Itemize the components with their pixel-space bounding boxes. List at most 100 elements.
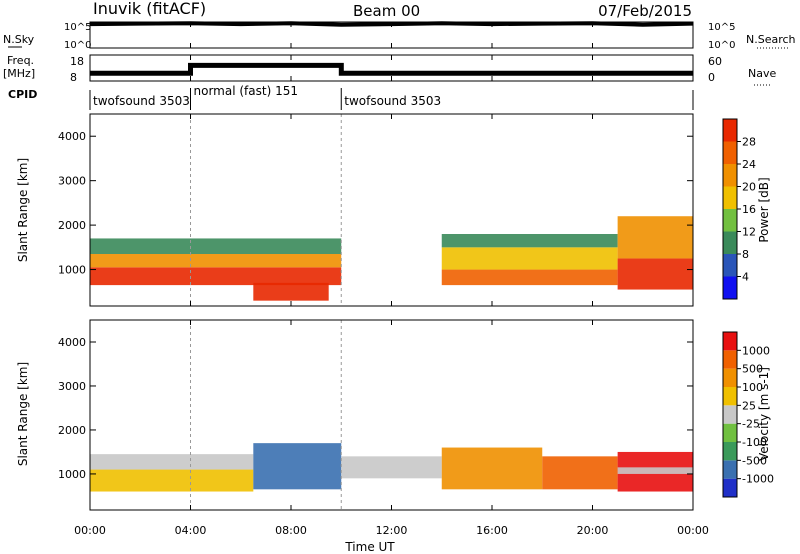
velocity-y-label: Slant Range [km]	[16, 362, 30, 466]
colorbar-segment	[723, 405, 737, 424]
colorbar-tick-label: 100	[742, 381, 763, 394]
colorbar-segment	[723, 276, 737, 299]
colorbar-tick-label: -25	[742, 418, 760, 431]
colorbar-segment	[723, 119, 737, 142]
colorbar-tick-label: 4	[742, 271, 749, 284]
freq-tick-bottom: 8	[70, 71, 77, 84]
y-tick-label: 4000	[58, 336, 86, 349]
colorbar-segment	[723, 254, 737, 277]
data-band	[441, 247, 618, 270]
colorbar-segment	[723, 478, 737, 497]
colorbar-tick-label: 20	[742, 181, 756, 194]
velocity-heatmap	[90, 320, 693, 510]
x-tick-label: 16:00	[476, 524, 508, 537]
noise-tick-bottom-left: 10^0	[64, 40, 91, 51]
data-band	[441, 269, 618, 286]
x-tick-label: 08:00	[275, 524, 307, 537]
x-tick-label: 20:00	[577, 524, 609, 537]
nave-tick-bottom: 0	[708, 71, 715, 84]
data-band	[341, 456, 442, 479]
y-tick-label: 1000	[58, 468, 86, 481]
cpid-row: CPID twofsound 3503 normal (fast) 151 twof…	[8, 84, 694, 110]
y-tick-label: 3000	[58, 175, 86, 188]
x-tick-label: 12:00	[376, 524, 408, 537]
colorbar-segment	[723, 460, 737, 479]
colorbar-segment	[723, 164, 737, 187]
freq-panel: Freq. [MHz] 18 8 60 0 Nave	[3, 54, 776, 86]
power-scale-label: Power [dB]	[757, 177, 771, 242]
data-band	[441, 234, 618, 248]
cpid-segment-label: normal (fast) 151	[194, 84, 298, 98]
data-band	[90, 238, 342, 254]
data-band	[90, 469, 254, 492]
cpid-label: CPID	[8, 88, 37, 101]
nsearch-label: N.Search	[746, 33, 796, 46]
power-heatmap	[90, 114, 693, 306]
data-band	[253, 443, 342, 490]
colorbar-frame	[722, 331, 738, 498]
colorbar-segment	[723, 332, 737, 351]
data-band	[90, 267, 342, 286]
cpid-segment-label: twofsound 3503	[344, 94, 441, 108]
colorbar-tick-label: 24	[742, 158, 756, 171]
velocity-y-ticks: 1000 2000 3000 4000	[58, 336, 693, 481]
nave-tick-top: 60	[708, 55, 722, 68]
freq-label: Freq.	[7, 54, 34, 67]
colorbar-segment	[723, 423, 737, 442]
colorbar-tick-label: -100	[742, 436, 767, 449]
colorbar-segment	[723, 350, 737, 369]
x-axis-label: Time UT	[344, 540, 395, 554]
colorbar-segment	[723, 141, 737, 164]
nsky-label: N.Sky	[3, 33, 35, 46]
power-y-ticks: 1000 2000 3000 4000	[58, 130, 693, 277]
freq-trace	[90, 62, 693, 76]
colorbar-tick-label: 16	[742, 203, 756, 216]
power-y-label: Slant Range [km]	[16, 158, 30, 262]
x-tick-label: 00:00	[74, 524, 106, 537]
colorbar-segment	[723, 231, 737, 254]
data-band	[617, 467, 693, 474]
y-tick-label: 2000	[58, 219, 86, 232]
data-band	[253, 282, 329, 301]
nave-label: Nave	[748, 67, 776, 80]
colorbar-segment	[723, 186, 737, 209]
cpid-segment-label: twofsound 3503	[93, 94, 190, 108]
data-band	[617, 258, 693, 290]
beam-title: Beam 00	[353, 2, 420, 20]
colorbar-tick-label: 25	[742, 399, 756, 412]
noise-tick-bottom-right: 10^0	[708, 40, 735, 51]
colorbar-tick-label: 12	[742, 226, 756, 239]
noise-panel: N.Sky 10^5 10^0 10^5 10^0 N.Search	[3, 21, 796, 51]
data-band	[617, 216, 693, 259]
colorbar-tick-label: -1000	[742, 473, 774, 486]
colorbar-tick-label: 500	[742, 363, 763, 376]
data-band	[542, 456, 618, 490]
colorbar-segment	[723, 368, 737, 387]
colorbar-tick-label: 1000	[742, 344, 770, 357]
data-band	[90, 454, 254, 470]
station-title: Inuvik (fitACF)	[93, 0, 206, 18]
velocity-scale-label: Velocity [m s-1]	[757, 367, 771, 461]
noise-tick-top-right: 10^5	[708, 22, 735, 33]
freq-tick-top: 18	[70, 55, 84, 68]
y-tick-label: 1000	[58, 264, 86, 277]
x-tick-label: 00:00	[677, 524, 709, 537]
colorbar-segment	[723, 442, 737, 461]
colorbar-tick-label: -500	[742, 454, 767, 467]
data-band	[441, 447, 543, 490]
freq-unit: [MHz]	[3, 67, 35, 80]
colorbar-tick-label: 28	[742, 136, 756, 149]
y-tick-label: 3000	[58, 380, 86, 393]
date-title: 07/Feb/2015	[598, 2, 692, 20]
x-tick-label: 04:00	[175, 524, 207, 537]
y-tick-label: 2000	[58, 424, 86, 437]
noise-tick-top-left: 10^5	[64, 22, 91, 33]
colorbar-tick-label: 8	[742, 248, 749, 261]
x-axis-ticks: 00:00 04:00 08:00 12:00 16:00 20:00 00:00	[74, 22, 709, 537]
velocity-colorbar: Velocity [m s-1] 1000 500 100 25 -25 -100 -500…	[722, 331, 774, 498]
colorbar-segment	[723, 387, 737, 406]
power-panel: 1000 2000 3000 4000 Slant Range [km]	[16, 113, 694, 307]
data-band	[90, 254, 342, 268]
y-tick-label: 4000	[58, 130, 86, 143]
